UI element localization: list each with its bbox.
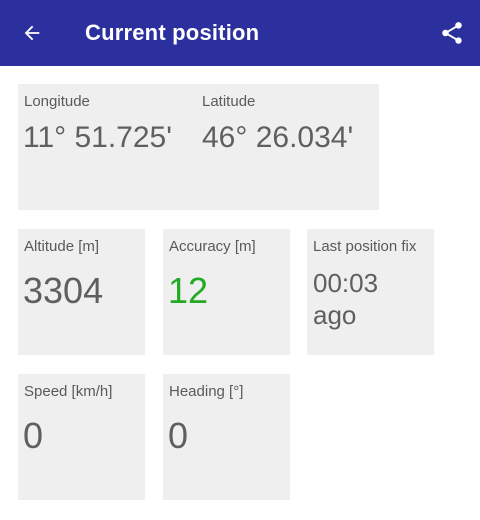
accuracy-label: Accuracy [m] — [169, 238, 256, 255]
app-bar: Current position — [0, 0, 480, 66]
heading-label: Heading [°] — [169, 383, 244, 400]
position-tile: Longitude 11° 51.725' Latitude 46° 26.03… — [18, 84, 379, 210]
accuracy-value: 12 — [168, 270, 209, 311]
last-fix-tile: Last position fix 00:03 ago — [307, 229, 434, 355]
speed-label: Speed [km/h] — [24, 383, 113, 400]
altitude-label: Altitude [m] — [24, 238, 100, 255]
heading-tile: Heading [°] 0 — [163, 374, 290, 500]
speed-value: 0 — [23, 415, 44, 456]
last-fix-value: 00:03 ago — [313, 268, 379, 330]
page-title: Current position — [85, 20, 260, 45]
heading-value: 0 — [168, 415, 189, 456]
last-fix-label: Last position fix — [313, 238, 417, 255]
accuracy-tile: Accuracy [m] 12 — [163, 229, 290, 355]
share-button[interactable] — [434, 15, 470, 51]
latitude-label: Latitude — [202, 93, 256, 110]
share-icon — [442, 22, 462, 44]
arrow-back-icon — [24, 25, 40, 41]
latitude-value: 46° 26.034' — [202, 121, 354, 154]
longitude-value: 11° 51.725' — [23, 121, 172, 154]
speed-tile: Speed [km/h] 0 — [18, 374, 145, 500]
back-button[interactable] — [14, 15, 50, 51]
altitude-tile: Altitude [m] 3304 — [18, 229, 145, 355]
altitude-value: 3304 — [23, 270, 104, 311]
longitude-label: Longitude — [24, 93, 90, 110]
